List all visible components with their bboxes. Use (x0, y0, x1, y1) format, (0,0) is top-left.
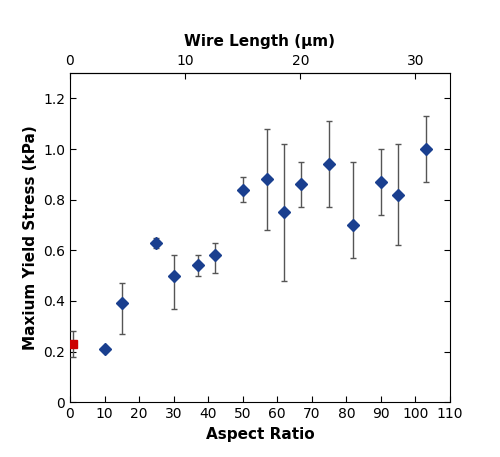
Y-axis label: Maxium Yield Stress (kPa): Maxium Yield Stress (kPa) (22, 125, 38, 350)
X-axis label: Wire Length (μm): Wire Length (μm) (184, 34, 336, 49)
X-axis label: Aspect Ratio: Aspect Ratio (206, 426, 314, 441)
